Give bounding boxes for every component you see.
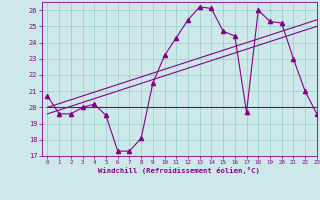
X-axis label: Windchill (Refroidissement éolien,°C): Windchill (Refroidissement éolien,°C) (98, 167, 260, 174)
